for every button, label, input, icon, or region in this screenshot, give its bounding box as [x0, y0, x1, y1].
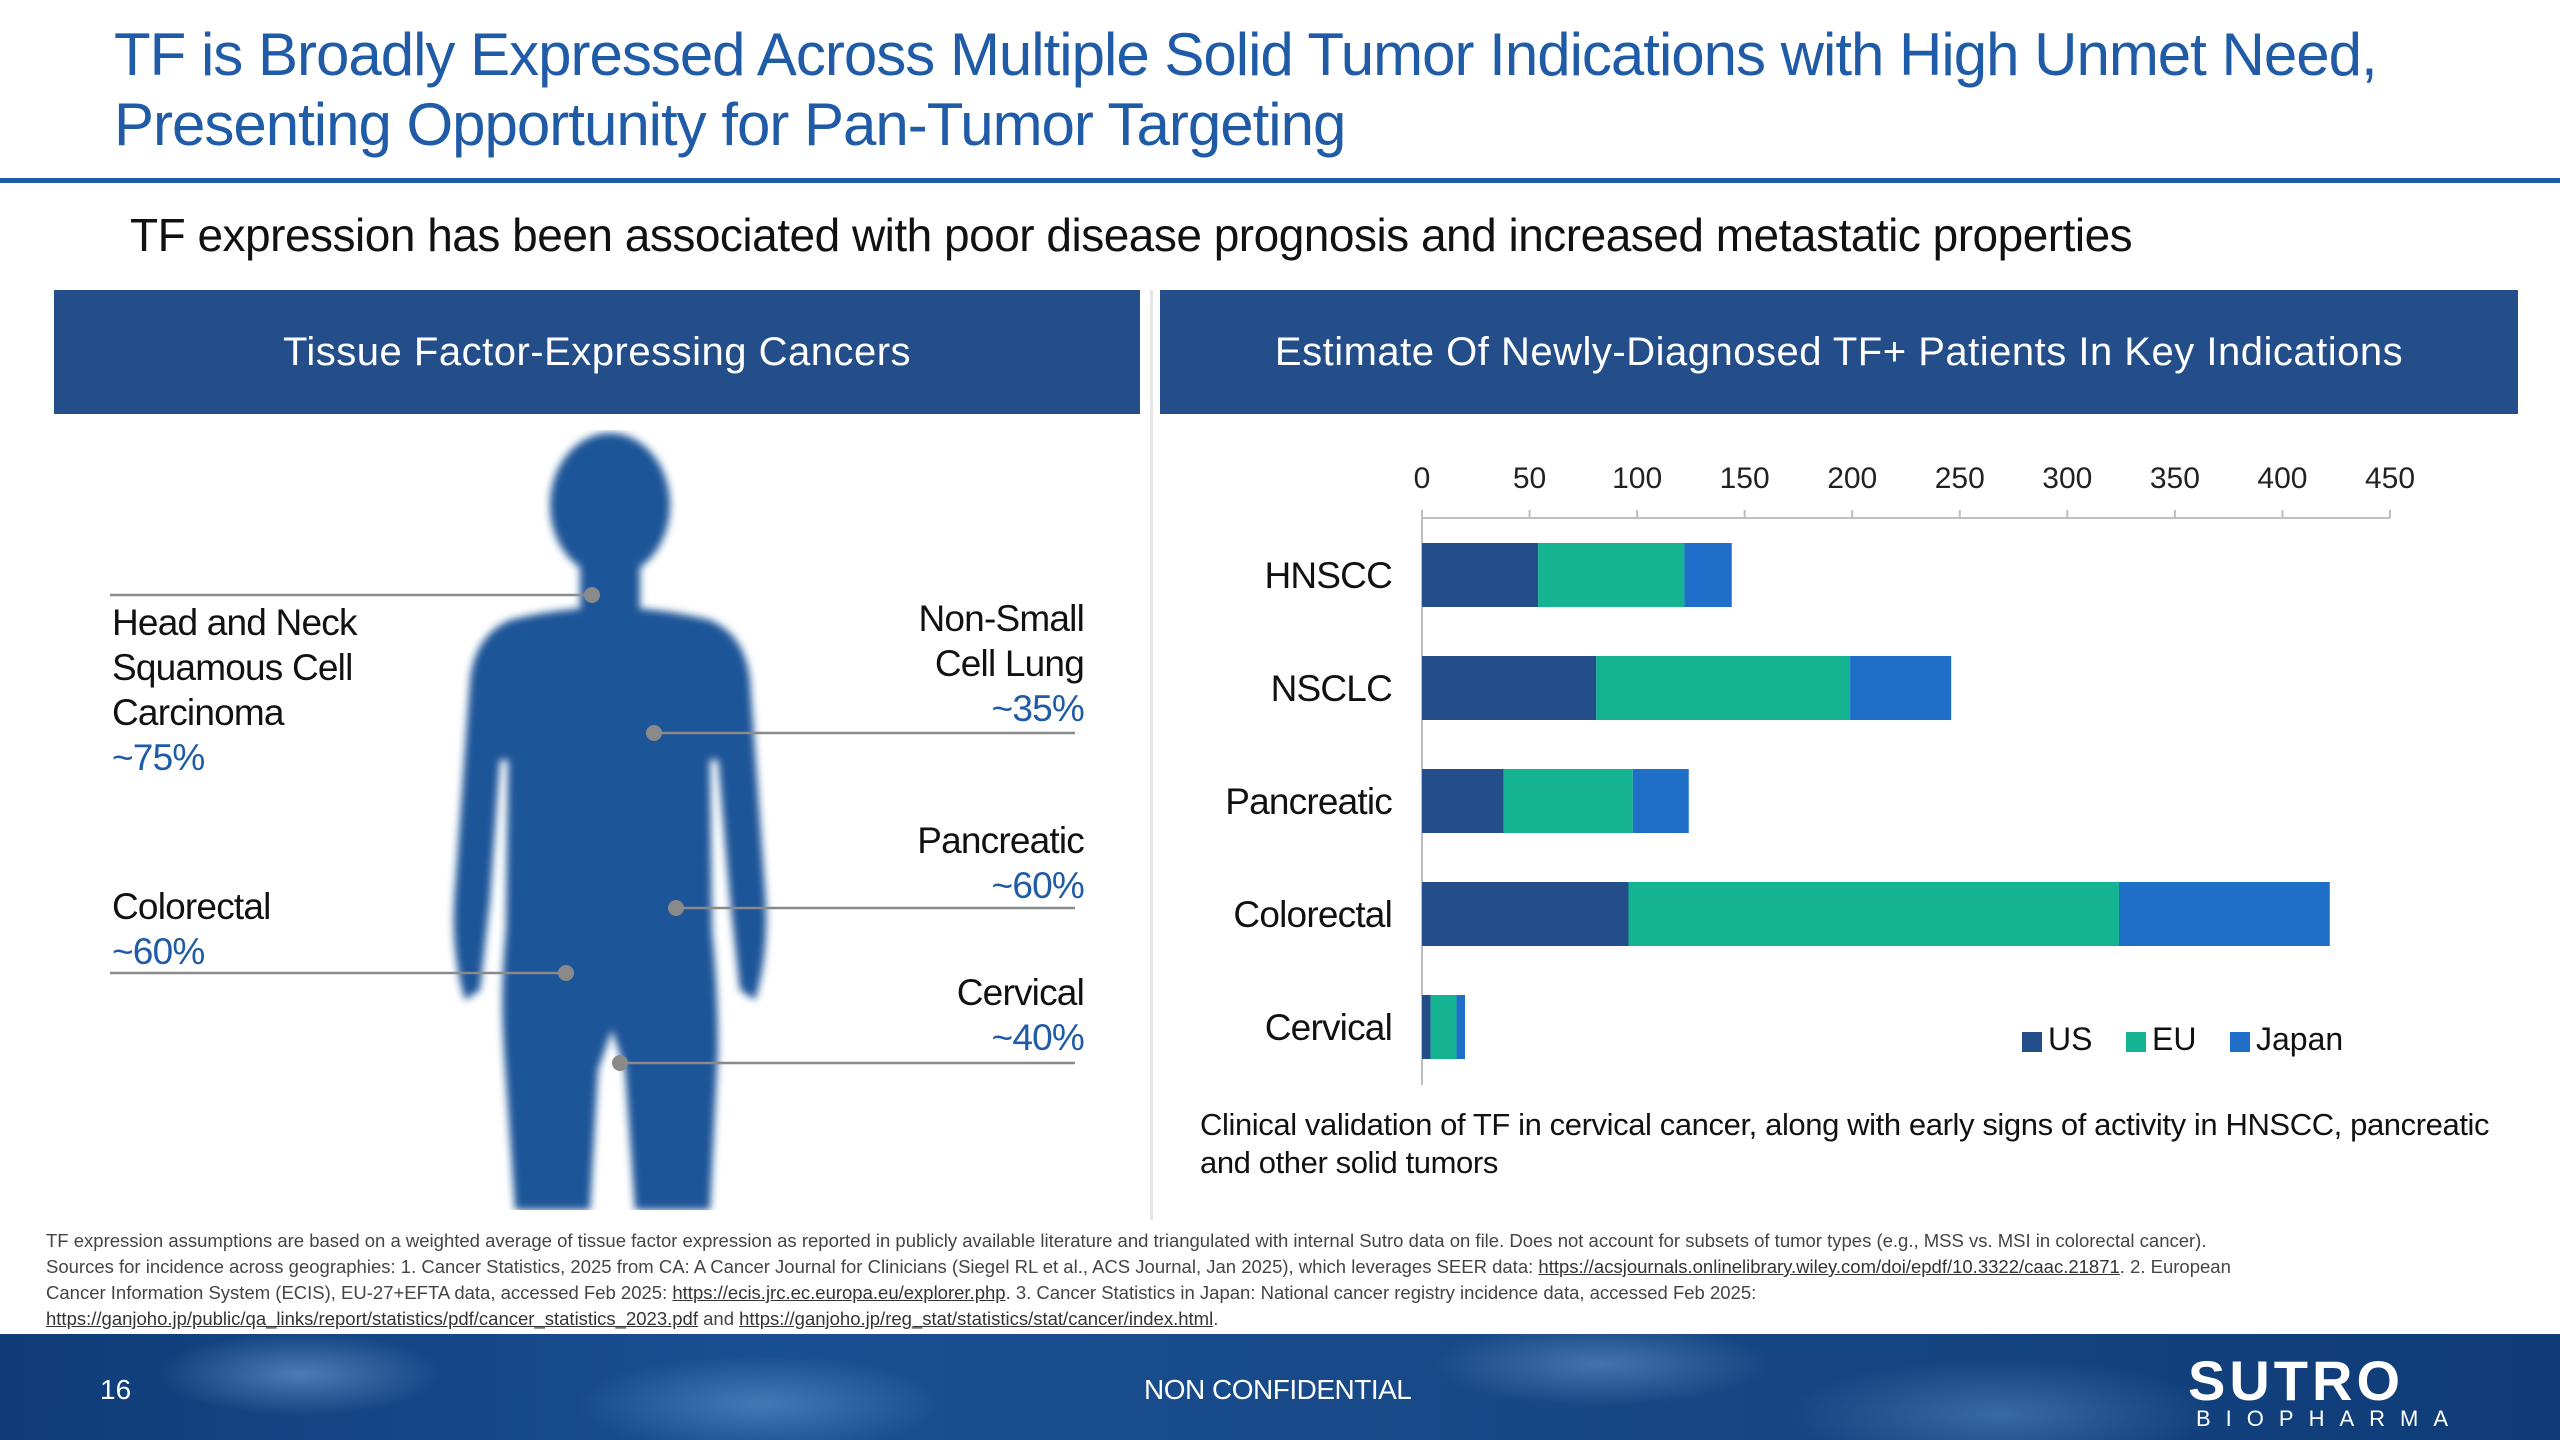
x-tick-label: 150: [1720, 462, 1770, 495]
label-pancreatic-pct: ~60%: [991, 865, 1085, 906]
y-category-label: HNSCC: [1264, 555, 1392, 596]
x-tick-label: 50: [1513, 462, 1546, 495]
y-category-label: Colorectal: [1233, 894, 1392, 935]
slide-title: TF is Broadly Expressed Across Multiple …: [114, 21, 2378, 158]
y-category-label: Pancreatic: [1225, 781, 1392, 822]
bar-japan: [2118, 882, 2330, 946]
y-category-label: NSCLC: [1271, 668, 1392, 709]
x-tick-label: 200: [1827, 462, 1877, 495]
label-pancreatic-line1: Pancreatic: [917, 820, 1085, 861]
label-colorectal-pct: ~60%: [112, 931, 205, 972]
logo-sub-text: BIOPHARMA: [2196, 1406, 2464, 1431]
label-hnscc-pct: ~75%: [112, 737, 205, 778]
chart-annotation: Clinical validation of TF in cervical ca…: [1200, 1107, 2490, 1180]
panel-divider: [1150, 290, 1153, 1220]
x-tick-label: 350: [2150, 462, 2200, 495]
bar-us: [1422, 882, 1629, 946]
page-number: 16: [100, 1374, 132, 1405]
footnote-line3b: . 3. Cancer Statistics in Japan: Nationa…: [1005, 1282, 1757, 1303]
bar-eu: [1503, 769, 1633, 833]
legend-label-japan: Japan: [2256, 1021, 2343, 1057]
bar-us: [1422, 543, 1539, 607]
label-nsclc-line1: Non-Small: [918, 598, 1084, 639]
bar-eu: [1596, 656, 1851, 720]
sutro-logo: SUTRO BIOPHARMA: [2188, 1348, 2488, 1432]
footnote-end: .: [1213, 1308, 1219, 1329]
x-tick-label: 400: [2257, 462, 2307, 495]
footnote-line2b: . 2. European: [2119, 1256, 2231, 1277]
x-tick-label: 250: [1935, 462, 1985, 495]
footnote-link1[interactable]: https://acsjournals.onlinelibrary.wiley.…: [1538, 1256, 2120, 1277]
stacked-bar-chart: 0 50 100 150 200 250 300 350 400 450 HNSCC NSCLC Pan…: [1225, 462, 2415, 1085]
human-body-icon: [453, 433, 767, 1210]
footnote-line3a: Cancer Information System (ECIS), EU-27+…: [46, 1282, 673, 1303]
left-panel-header: Tissue Factor-Expressing Cancers: [54, 290, 1140, 414]
footnote-link3[interactable]: https://ganjoho.jp/public/qa_links/repor…: [46, 1308, 698, 1329]
footnote-link4[interactable]: https://ganjoho.jp/reg_stat/statistics/s…: [739, 1308, 1214, 1329]
label-cervical-line1: Cervical: [956, 972, 1085, 1013]
footnote-line1: TF expression assumptions are based on a…: [46, 1230, 2207, 1251]
label-nsclc-line2: Cell Lung: [934, 643, 1085, 684]
label-cervical: Cervical ~40%: [782, 970, 1085, 1060]
x-tick-label: 450: [2365, 462, 2415, 495]
bar-us: [1422, 995, 1431, 1059]
footnote-line3: Cancer Information System (ECIS), EU-27+…: [46, 1280, 2516, 1306]
footnote-line2a: Sources for incidence across geographies…: [46, 1256, 1539, 1277]
y-category-label: Cervical: [1265, 1007, 1392, 1048]
bar-japan: [1684, 543, 1732, 607]
label-hnscc: Head and Neck Squamous Cell Carcinoma ~7…: [112, 600, 357, 780]
bar-japan: [1456, 995, 1466, 1059]
label-colorectal: Colorectal ~60%: [112, 884, 271, 974]
classification-label: NON CONFIDENTIAL: [1144, 1374, 1412, 1405]
x-tick-label: 100: [1612, 462, 1662, 495]
x-tick-label: 0: [1414, 462, 1431, 495]
legend-swatch-eu: [2126, 1032, 2146, 1052]
x-tick-label: 300: [2042, 462, 2092, 495]
bar-eu: [1628, 882, 2119, 946]
footnote: TF expression assumptions are based on a…: [46, 1228, 2516, 1332]
right-panel-header: Estimate Of Newly-Diagnosed TF+ Patients…: [1160, 290, 2518, 414]
bar-japan: [1850, 656, 1952, 720]
legend-label-eu: EU: [2152, 1021, 2196, 1057]
label-cervical-pct: ~40%: [991, 1017, 1085, 1058]
bar-us: [1422, 769, 1504, 833]
footnote-and: and: [697, 1308, 740, 1329]
bar-eu: [1538, 543, 1685, 607]
label-nsclc: Non-Small Cell Lung ~35%: [782, 596, 1084, 731]
label-nsclc-pct: ~35%: [991, 688, 1085, 729]
title-rule: [0, 178, 2560, 183]
label-colorectal-line1: Colorectal: [112, 886, 271, 927]
legend-swatch-us: [2022, 1032, 2042, 1052]
footnote-link2[interactable]: https://ecis.jrc.ec.europa.eu/explorer.p…: [672, 1282, 1006, 1303]
legend-label-us: US: [2048, 1021, 2092, 1057]
label-hnscc-line1: Head and Neck: [112, 602, 357, 643]
label-hnscc-line2: Squamous Cell: [112, 647, 353, 688]
label-hnscc-line3: Carcinoma: [112, 692, 285, 733]
footer-bar: 16 NON CONFIDENTIAL SUTRO BIOPHARMA: [0, 1334, 2560, 1440]
bar-japan: [1632, 769, 1689, 833]
footnote-line2: Sources for incidence across geographies…: [46, 1254, 2516, 1280]
bar-eu: [1430, 995, 1457, 1059]
footnote-line4: https://ganjoho.jp/public/qa_links/repor…: [46, 1306, 2516, 1332]
label-pancreatic: Pancreatic ~60%: [782, 818, 1085, 908]
bar-us: [1422, 656, 1597, 720]
logo-main-text: SUTRO: [2188, 1349, 2404, 1412]
slide-subtitle: TF expression has been associated with p…: [130, 209, 2133, 261]
legend-swatch-japan: [2230, 1032, 2250, 1052]
